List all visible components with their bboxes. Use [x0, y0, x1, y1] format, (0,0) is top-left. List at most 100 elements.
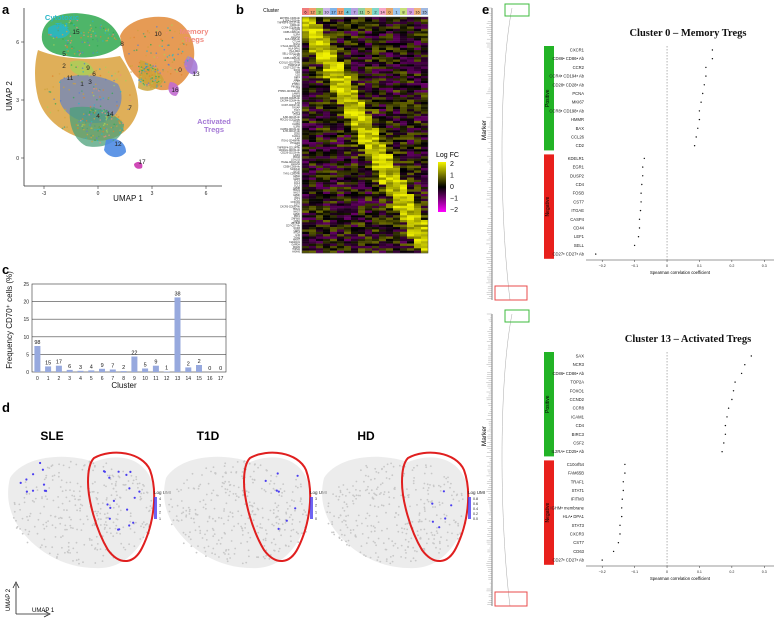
- umap-point: [300, 498, 302, 501]
- umap-point: [228, 481, 230, 483]
- heatmap-cell: [344, 191, 351, 195]
- umap-point: [146, 63, 148, 65]
- heatmap-row-label: CXCR5-CD185-Ab: [280, 97, 301, 100]
- umap-point: [94, 481, 96, 483]
- heatmap-cell: [407, 99, 414, 103]
- umap-point: [423, 528, 426, 531]
- heatmap-cell: [358, 234, 365, 237]
- umap-point: [21, 532, 24, 535]
- heatmap-cell: [379, 146, 386, 150]
- umi-legend-tick: 0.4: [473, 507, 478, 511]
- umap-point: [91, 140, 93, 143]
- umap-point: [66, 46, 68, 49]
- umap-point: [341, 521, 344, 523]
- umap-point: [81, 51, 84, 54]
- heatmap-cell: [344, 250, 351, 254]
- heatmap-cell: [344, 194, 351, 197]
- umap-point: [189, 538, 192, 541]
- heatmap-cell: [386, 80, 393, 84]
- umap-point: [423, 472, 426, 475]
- heatmap-cell: [365, 156, 372, 159]
- heatmap-cell: [302, 198, 309, 202]
- heatmap-cell: [351, 104, 358, 107]
- umap-point: [144, 63, 147, 65]
- heatmap-cell: [365, 212, 372, 216]
- umap-point: [275, 516, 277, 519]
- umap-point: [452, 498, 455, 501]
- umap-point: [138, 79, 140, 81]
- heatmap-cell: [379, 144, 386, 147]
- umap-point: [229, 557, 232, 559]
- umap-point: [268, 483, 271, 485]
- heatmap-column-chip: [365, 8, 372, 15]
- heatmap-cell: [400, 101, 407, 105]
- umap-point: [90, 127, 92, 130]
- heatmap-cell: [316, 24, 323, 27]
- umap-point: [224, 532, 227, 535]
- heatmap-cell: [421, 142, 428, 145]
- heatmap-cell: [414, 234, 421, 237]
- umap-point: [207, 482, 210, 485]
- correlation-point: [638, 218, 641, 220]
- umap-point: [138, 77, 141, 80]
- umap-point: [148, 75, 151, 77]
- umap-point: [75, 463, 78, 466]
- umap-point: [210, 492, 213, 495]
- umap-point: [432, 484, 435, 487]
- umap-point: [278, 547, 281, 550]
- heatmap-cell: [393, 205, 400, 209]
- heatmap-column-label: 16: [415, 10, 420, 15]
- umap-point: [294, 509, 296, 512]
- umap-point: [139, 495, 142, 498]
- heatmap-cell: [337, 250, 344, 254]
- heatmap-cell: [407, 35, 414, 39]
- heatmap-cell: [330, 135, 337, 138]
- y-tick-label: 6: [16, 40, 19, 46]
- heatmap-cell: [309, 90, 316, 93]
- umap-point: [448, 523, 451, 526]
- umap-point: [259, 523, 262, 525]
- umap-point: [86, 515, 88, 518]
- correlation-marker-label: STAT3: [572, 523, 585, 528]
- heatmap-cell: [414, 177, 421, 181]
- umap-point: [257, 556, 260, 559]
- heatmap-cell: [309, 210, 316, 214]
- heatmap-cell: [400, 99, 407, 103]
- heatmap-cell: [309, 142, 316, 145]
- heatmap-cell: [309, 101, 316, 105]
- heatmap-cell: [421, 85, 428, 88]
- correlation-point: [744, 364, 746, 366]
- umap-point: [135, 521, 137, 524]
- heatmap-cell: [309, 111, 316, 114]
- umap-point: [355, 488, 357, 491]
- umap-point: [223, 522, 225, 525]
- heatmap-cell: [379, 165, 386, 169]
- umap-point: [367, 475, 370, 478]
- heatmap-cell: [316, 35, 323, 39]
- heatmap-cell: [351, 68, 358, 72]
- correlation-chart: Cluster 13 – Activated Tregs−0.2 −0.1 0 0.1…: [544, 334, 774, 581]
- heatmap-cell: [316, 54, 323, 58]
- umap-point: [92, 86, 95, 88]
- heatmap-cell: [414, 19, 421, 22]
- heatmap-cell: [372, 243, 379, 247]
- heatmap-cell: [309, 80, 316, 84]
- heatmap-cell: [379, 116, 386, 119]
- heatmap-cell: [421, 59, 428, 63]
- heatmap-cell: [386, 99, 393, 103]
- heatmap-cell: [302, 186, 309, 190]
- heatmap-cell: [323, 87, 330, 91]
- umap-point: [94, 548, 96, 550]
- heatmap-cell: [365, 68, 372, 72]
- heatmap-cell: [365, 139, 372, 143]
- heatmap-cell: [365, 160, 372, 164]
- heatmap-cell: [330, 47, 337, 51]
- heatmap-cell: [330, 33, 337, 37]
- umap-positive-point: [106, 503, 109, 506]
- heatmap-cell: [358, 94, 365, 98]
- heatmap-cell: [407, 184, 414, 188]
- umap-point: [227, 553, 230, 555]
- heatmap-cell: [337, 47, 344, 51]
- umap-point: [289, 535, 292, 538]
- heatmap-cell: [344, 38, 351, 41]
